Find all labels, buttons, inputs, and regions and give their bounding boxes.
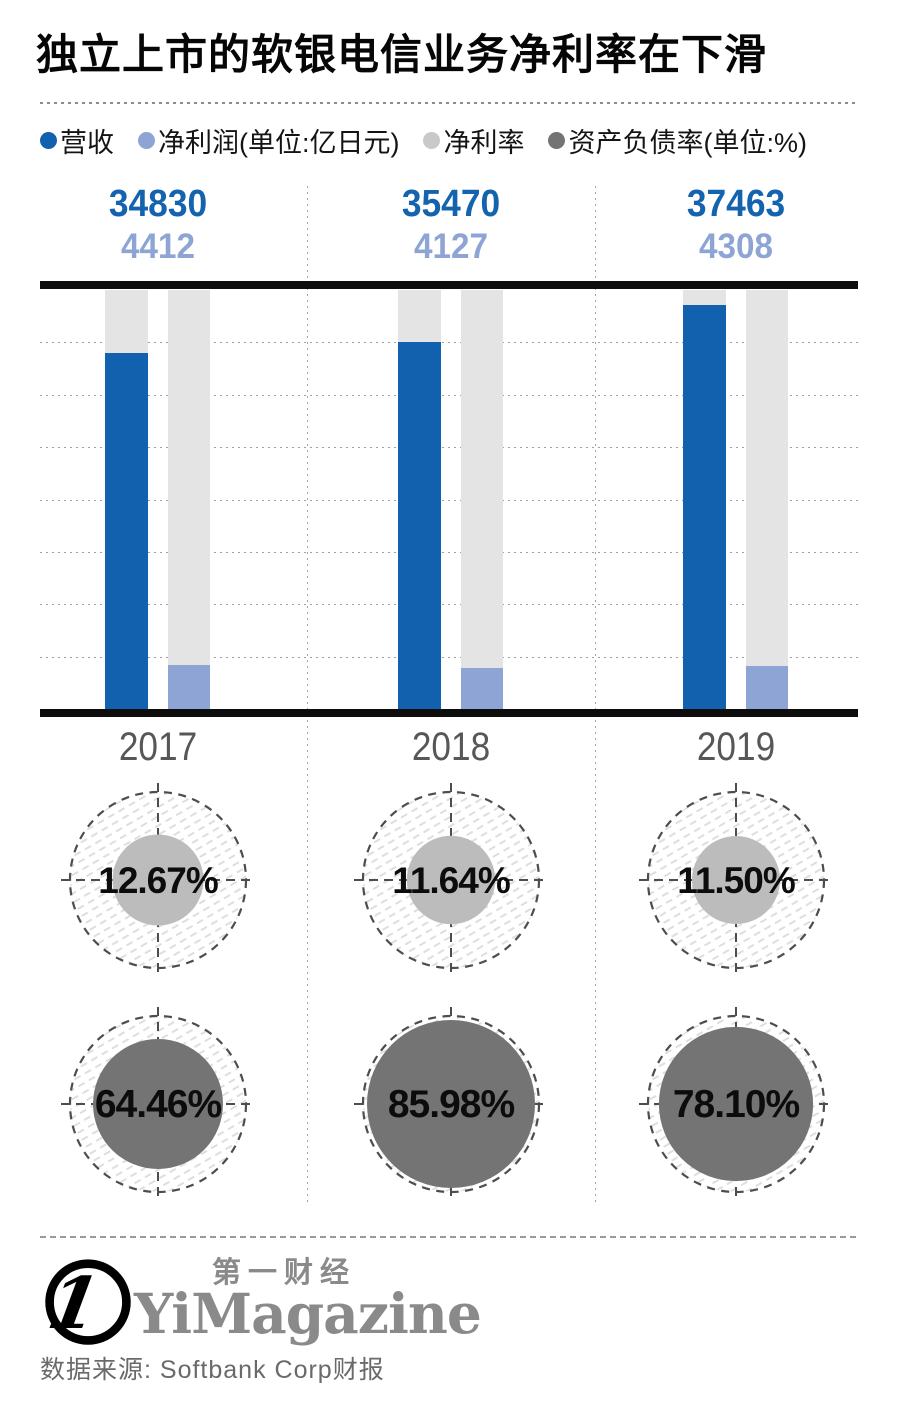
value-circle [92,1039,223,1169]
x-axis-label-2019: 2019 [696,725,775,769]
debt-ratio-circle-2019: 78.10% [638,1007,833,1201]
chart-top-rule [40,281,858,289]
chart-bottom-rule [40,709,858,717]
value-circle [406,835,495,925]
percentage-label: 85.98% [387,1083,514,1126]
column-separator-1 [595,186,596,1206]
debt-ratio-circle-2017: 64.46% [60,1007,255,1201]
revenue-bar [683,305,726,709]
legend-label: 营收 [60,128,114,158]
legend: 营收 净利润(单位:亿日元) 净利率 资产负债率(单位:%) [40,121,870,160]
yimagazine-logo-icon: 1 [42,1259,131,1345]
debt-ratio-circle-2018: 85.98% [353,1007,548,1201]
net-profit-track [746,290,788,709]
net-profit-track [461,290,503,709]
footer-divider [40,1236,858,1238]
net-profit-value-label: 4412 [120,227,195,266]
net-margin-circle-2018: 11.64% [353,783,548,977]
legend-label: 净利率 [443,128,525,158]
legend-dot-icon [40,132,57,149]
net-profit-bar [168,664,210,709]
gridline-6 [40,604,858,606]
net-margin-circle-2017: 12.67% [60,783,255,977]
legend-dot-icon [423,132,441,149]
legend-label: 资产负债率(单位:%) [568,128,807,158]
net-profit-value-label: 4308 [698,227,773,266]
net-margin-circle-2019: 11.50% [638,783,833,977]
brand-name-cn: 第一财经 [211,1257,356,1289]
percentage-label: 64.46% [94,1083,221,1126]
percentage-label: 78.10% [672,1083,799,1126]
net-profit-value-label: 4127 [413,227,488,266]
legend-item-2: 净利率 [423,121,524,160]
percentage-label: 11.64% [392,860,510,901]
svg-text:1: 1 [42,1262,106,1345]
legend-label: 净利润(单位:亿日元) [158,128,400,158]
gridline-7 [40,656,858,658]
revenue-bar [105,353,148,709]
percentage-label: 11.50% [677,860,795,901]
gridline-5 [40,551,858,553]
x-axis-label-2017: 2017 [118,725,197,769]
column-separator-0 [307,186,308,1206]
legend-dot-icon [548,132,566,149]
gridline-3 [40,447,858,449]
value-circle [112,834,203,926]
percentage-label: 12.67% [98,860,218,901]
legend-item-3: 资产负债率(单位:%) [548,121,807,160]
net-profit-track [168,290,210,709]
title-divider [40,102,858,104]
gridline-4 [40,499,858,501]
gridline-1 [40,342,858,344]
legend-item-1: 净利润(单位:亿日元) [138,121,399,160]
revenue-bar [398,341,441,709]
page-title: 独立上市的软银电信业务净利率在下滑 [36,31,768,78]
data-source: 数据来源: Softbank Corp财报 [40,1356,385,1384]
gridline-2 [40,394,858,396]
legend-item-0: 营收 [40,121,114,160]
brand-name-en: YiMagazine [134,1281,482,1347]
net-profit-bar [461,667,503,709]
legend-dot-icon [138,132,155,149]
value-circle [366,1020,535,1188]
brand-block: 第一财经 YiMagazine [134,1257,482,1347]
x-axis-label-2018: 2018 [411,725,490,769]
revenue-value-label: 37463 [686,183,785,225]
value-circle [691,836,780,924]
value-circle [658,1026,813,1182]
revenue-value-label: 35470 [401,183,500,225]
net-profit-bar [746,666,788,709]
revenue-value-label: 34830 [108,183,207,225]
